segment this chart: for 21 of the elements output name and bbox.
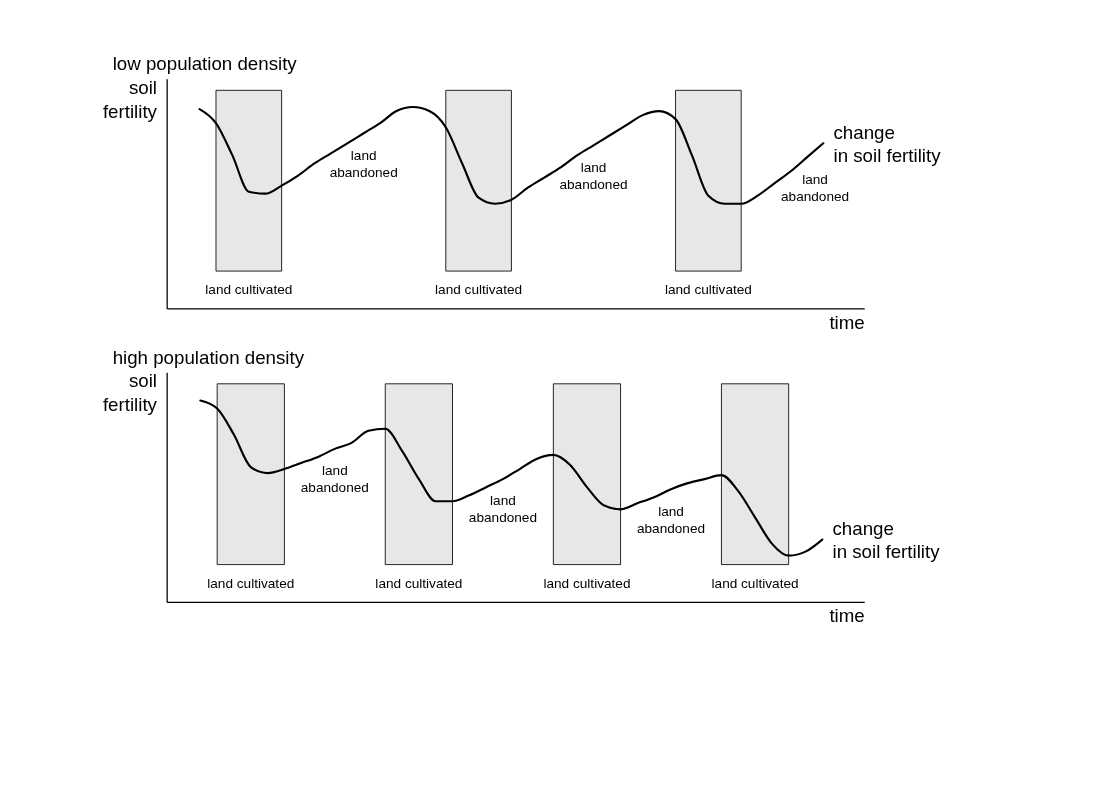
x-axis-title: time <box>829 311 865 333</box>
annotation: land cultivated <box>543 575 631 591</box>
x-axis-title: time <box>829 605 865 627</box>
annotation: land cultivated <box>435 282 523 298</box>
series-label: change in soil fertility <box>832 518 941 563</box>
annotation: land cultivated <box>205 282 293 298</box>
chart-title: low population density <box>112 53 298 75</box>
annotation: land abandoned <box>329 147 398 180</box>
annotation: land abandoned <box>781 171 850 204</box>
annotation: land cultivated <box>664 282 752 298</box>
annotation: land cultivated <box>711 575 799 591</box>
annotation: land abandoned <box>468 493 537 526</box>
annotation: land abandoned <box>636 503 706 536</box>
annotation: land abandoned <box>559 159 628 192</box>
annotation: land cultivated <box>375 575 463 591</box>
chart-title: high population density <box>112 346 305 368</box>
annotation: land abandoned <box>300 463 369 496</box>
series-label: change in soil fertility <box>833 122 942 167</box>
annotation: land cultivated <box>207 575 295 591</box>
y-axis-title: soil fertility <box>102 370 158 416</box>
y-axis-title: soil fertility <box>102 76 158 122</box>
